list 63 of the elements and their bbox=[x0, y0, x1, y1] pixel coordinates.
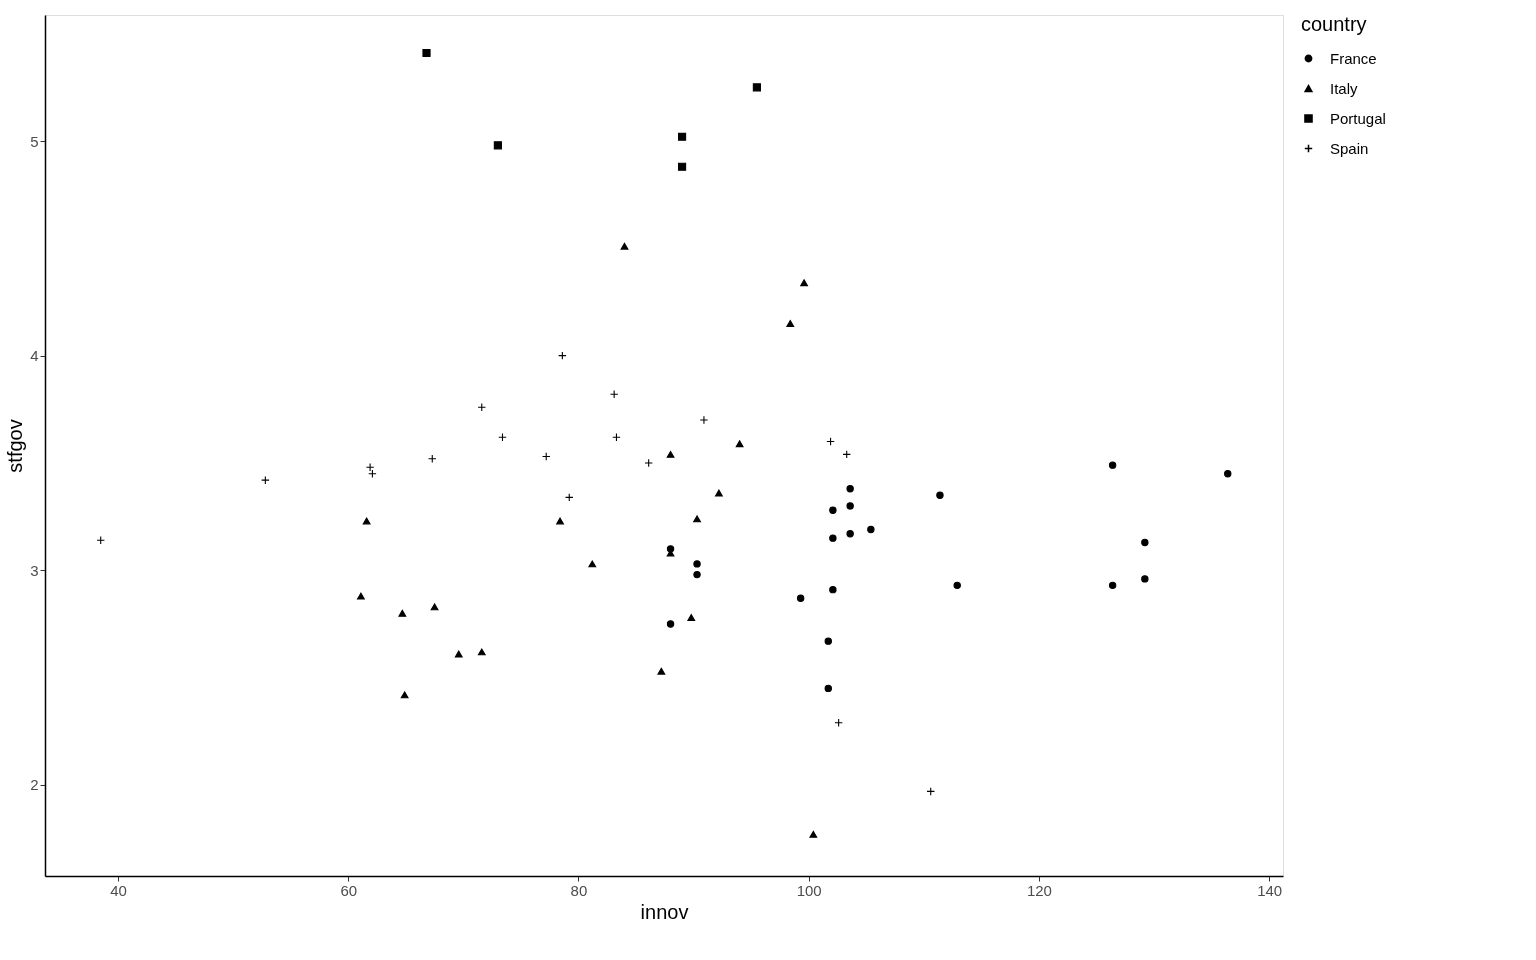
y-tick-label: 5 bbox=[30, 132, 39, 150]
point bbox=[735, 440, 744, 448]
x-tick-label: 120 bbox=[1026, 881, 1052, 899]
point bbox=[809, 830, 818, 838]
point bbox=[644, 458, 653, 468]
point bbox=[824, 637, 832, 645]
point bbox=[715, 489, 723, 497]
point bbox=[796, 594, 805, 602]
point bbox=[867, 525, 875, 534]
point bbox=[824, 684, 832, 693]
point bbox=[493, 141, 502, 150]
point bbox=[687, 614, 696, 621]
x-tick-label: 60 bbox=[340, 881, 358, 899]
point bbox=[422, 48, 431, 58]
point bbox=[677, 162, 687, 171]
point bbox=[693, 560, 701, 568]
x-tick-label: 40 bbox=[110, 881, 127, 899]
point bbox=[400, 691, 409, 699]
point bbox=[846, 485, 854, 493]
point bbox=[620, 242, 629, 250]
point bbox=[477, 648, 486, 656]
y-tick-label: 2 bbox=[30, 776, 39, 794]
point bbox=[356, 592, 365, 600]
point bbox=[1141, 575, 1149, 583]
point bbox=[693, 515, 701, 523]
legend-title: country bbox=[1301, 13, 1367, 35]
point bbox=[1224, 470, 1232, 478]
point bbox=[846, 502, 854, 510]
point bbox=[786, 320, 795, 327]
point bbox=[666, 450, 675, 458]
legend-label: Portugal bbox=[1330, 109, 1386, 127]
point bbox=[1108, 461, 1117, 469]
x-axis-title: innov bbox=[640, 900, 689, 923]
x-tick-label: 100 bbox=[796, 881, 822, 899]
point bbox=[657, 667, 666, 675]
point bbox=[454, 650, 463, 658]
legend-label: France bbox=[1330, 49, 1377, 67]
point bbox=[362, 517, 371, 525]
point bbox=[588, 560, 597, 568]
point bbox=[1108, 581, 1117, 590]
point bbox=[936, 491, 944, 499]
point bbox=[398, 609, 407, 617]
y-tick-label: 4 bbox=[30, 347, 39, 365]
point bbox=[677, 132, 687, 141]
point bbox=[666, 620, 675, 628]
y-tick-label: 3 bbox=[30, 561, 39, 579]
x-tick-label: 80 bbox=[570, 881, 588, 899]
point bbox=[829, 506, 837, 514]
legend-label: Spain bbox=[1330, 139, 1369, 157]
point bbox=[829, 534, 837, 542]
point bbox=[752, 83, 761, 92]
x-tick-label: 140 bbox=[1257, 881, 1283, 899]
point bbox=[430, 603, 439, 611]
point bbox=[846, 530, 854, 538]
point bbox=[829, 585, 837, 594]
point bbox=[699, 415, 709, 425]
y-axis-title: stfgov bbox=[4, 419, 27, 473]
point bbox=[800, 279, 809, 287]
legend-label: Italy bbox=[1330, 79, 1359, 97]
point bbox=[556, 517, 564, 525]
point bbox=[953, 581, 961, 590]
point bbox=[1141, 538, 1149, 547]
point bbox=[693, 570, 701, 579]
